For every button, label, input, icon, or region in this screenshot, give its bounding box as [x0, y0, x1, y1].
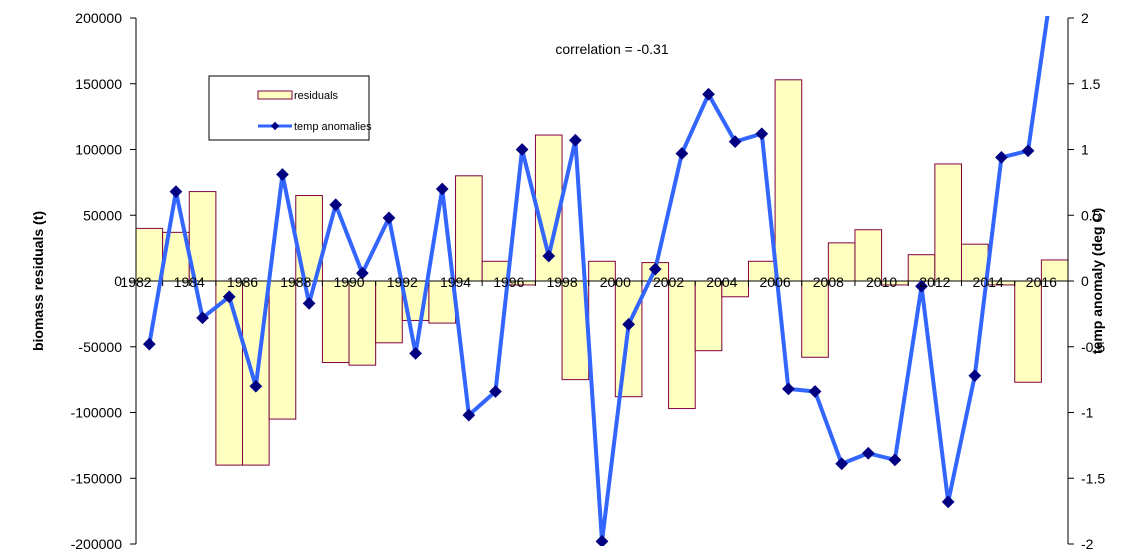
bar-residual-2007 [801, 280, 829, 358]
temp-anomaly-point-1990 [355, 266, 369, 280]
temp-anomaly-point-1994 [462, 408, 476, 422]
temp-anomaly-point-1998 [569, 133, 582, 147]
temp-anomaly-point-2008 [835, 457, 849, 471]
right-tick-label: -2 [1081, 536, 1094, 552]
bar-residual-1989 [321, 280, 350, 364]
left-tick-label: -50000 [78, 339, 122, 355]
x-tick-label: 2012 [919, 274, 950, 290]
temp-anomaly-point-2014 [995, 151, 1008, 164]
right-tick-label: 1.5 [1081, 76, 1101, 92]
left-tick-label: 100000 [75, 142, 122, 158]
right-tick-label: 1 [1081, 142, 1089, 158]
bar-residual-1985 [215, 280, 244, 466]
bar-residual-2000 [614, 280, 643, 398]
bar-residual-1991 [375, 280, 403, 344]
temp-anomaly-point-2010 [888, 453, 902, 467]
temp-anomaly-point-1984 [196, 311, 209, 325]
temp-anomaly-point-2006 [782, 382, 795, 396]
bar-residual-2003 [694, 280, 723, 352]
x-tick-label: 2006 [760, 274, 791, 290]
correlation-annotation: correlation = -0.31 [555, 41, 668, 57]
temp-anomaly-point-2009 [861, 446, 875, 460]
x-tick-label: 1988 [280, 274, 311, 290]
x-tick-label: 2000 [600, 274, 631, 290]
x-tick-label: 2002 [653, 274, 684, 290]
temp-anomaly-point-2005 [755, 127, 769, 141]
x-tick-label: 1984 [174, 274, 205, 290]
left-tick-label: 0 [114, 273, 122, 289]
axes [130, 17, 1074, 545]
temp-anomaly-point-1985 [222, 290, 236, 304]
temp-anomaly-point-2002 [675, 147, 689, 160]
x-tick-label: 1990 [333, 274, 364, 290]
left-tick-label: -200000 [71, 536, 123, 552]
temp-anomaly-point-1986 [249, 379, 263, 393]
right-tick-label: -1 [1081, 405, 1094, 421]
legend: residuals temp anomalies [208, 75, 372, 141]
left-tick-label: 200000 [75, 10, 122, 26]
x-tick-label: 1992 [387, 274, 418, 290]
x-tick-label: 1996 [493, 274, 524, 290]
bar-residual-2012 [934, 163, 962, 282]
temp-anomaly-point-1982 [142, 337, 156, 351]
bar-residual-2015 [1014, 280, 1042, 383]
temp-anomaly-point-1983 [169, 185, 183, 198]
bar-residual-1990 [348, 280, 377, 366]
temp-anomaly-point-2015 [1021, 144, 1035, 158]
x-tick-label: 2008 [813, 274, 844, 290]
legend-box [208, 75, 370, 141]
x-tick-label: 2014 [973, 274, 1004, 290]
legend-temp-label: temp anomalies [294, 121, 372, 133]
left-tick-label: 150000 [75, 76, 122, 92]
tick-labels: 200000 150000 100000 50000 0 -50000 -100000 -15… [71, 10, 1106, 552]
temp-anomaly-point-1993 [435, 182, 449, 196]
temp-anomaly-point-1996 [515, 143, 529, 156]
left-tick-label: -150000 [71, 470, 123, 486]
legend-residuals-swatch [257, 90, 293, 100]
bar-residual-2008 [827, 242, 856, 282]
temp-anomaly-point-1988 [302, 296, 316, 310]
right-axis-title: temp anomaly (deg C) [1089, 208, 1105, 354]
bar-residual-1993 [428, 280, 457, 324]
bar-residual-2006 [774, 79, 803, 282]
temp-anomaly-point-1991 [382, 211, 396, 225]
x-tick-label: 2010 [866, 274, 897, 290]
right-tick-label: -0.5 [1081, 339, 1105, 355]
right-tick-label: 0 [1081, 273, 1089, 289]
temp-anomaly-point-2013 [968, 369, 982, 383]
legend-residuals-label: residuals [294, 90, 339, 102]
bar-residual-1987 [268, 280, 297, 420]
legend-temp-marker-icon [270, 121, 280, 131]
bar-residual-1994 [455, 175, 483, 282]
temp-anomaly-point-2012 [941, 495, 955, 509]
left-axis-title: biomass residuals (t) [30, 211, 46, 351]
left-tick-label: -100000 [71, 405, 123, 421]
right-tick-label: 2 [1081, 10, 1089, 26]
temp-anomaly-point-1987 [276, 168, 289, 181]
x-tick-label: 1994 [440, 274, 471, 290]
temp-anomaly-point-1989 [329, 198, 343, 212]
temp-anomaly-point-1992 [409, 346, 422, 360]
x-tick-label: 1986 [227, 274, 258, 290]
bar-residual-2013 [960, 243, 989, 282]
temp-anomaly-point-1999 [595, 535, 609, 546]
x-tick-label: 2004 [706, 274, 737, 290]
residual-bars [135, 79, 1069, 466]
x-tick-label: 1982 [120, 274, 151, 290]
x-tick-label: 1998 [546, 274, 577, 290]
right-tick-label: -1.5 [1081, 470, 1105, 486]
x-tick-label: 2016 [1026, 274, 1057, 290]
bar-residual-2002 [668, 280, 696, 410]
left-tick-label: 50000 [83, 207, 122, 223]
right-tick-label: 0.5 [1081, 207, 1101, 223]
temp-anomaly-point-2007 [808, 385, 822, 398]
temp-anomaly-point-1995 [489, 385, 502, 398]
